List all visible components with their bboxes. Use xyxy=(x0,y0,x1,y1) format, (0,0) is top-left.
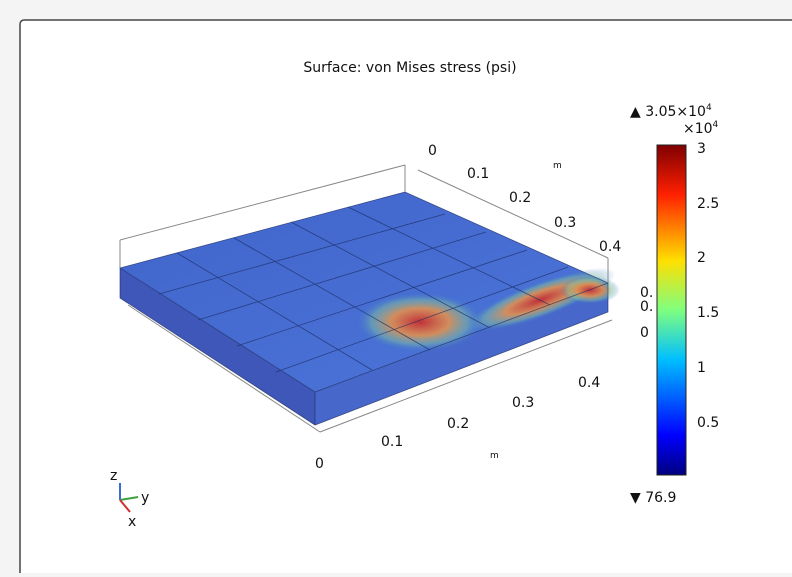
front-axis-tick: 0.4 xyxy=(578,375,600,391)
back-axis-tick: 0.4 xyxy=(599,239,621,255)
z-axis-tick: 0. xyxy=(640,299,653,315)
front-axis-tick: 0.1 xyxy=(381,434,403,450)
colorbar-tick: 1 xyxy=(697,360,706,376)
colorbar-max: ▲ 3.05×104 xyxy=(630,103,712,120)
triad-x: x xyxy=(128,514,136,530)
colorbar-multiplier: ×104 xyxy=(683,120,719,137)
plate xyxy=(119,164,620,433)
plot-title: Surface: von Mises stress (psi) xyxy=(303,60,516,76)
triad-z: z xyxy=(110,468,117,484)
z-axis-tick: 0 xyxy=(640,325,649,341)
triad-y: y xyxy=(141,490,149,506)
front-axis-unit: m xyxy=(490,451,499,461)
colorbar-tick: 3 xyxy=(697,141,706,157)
colorbar xyxy=(656,144,687,476)
back-axis-tick: 0.1 xyxy=(467,166,489,182)
back-axis-unit: m xyxy=(553,161,562,171)
front-axis-tick: 0.2 xyxy=(447,416,469,432)
triad: z y x xyxy=(110,468,149,530)
colorbar-min: ▼ 76.9 xyxy=(630,490,676,506)
front-axis-tick: 0 xyxy=(315,456,324,472)
colorbar-tick: 2 xyxy=(697,250,706,266)
colorbar-tick: 1.5 xyxy=(697,305,719,321)
z-axis-tick: 0. xyxy=(640,285,653,301)
colorbar-tick: 2.5 xyxy=(697,196,719,212)
back-axis-tick: 0.3 xyxy=(554,215,576,231)
back-axis-tick: 0.2 xyxy=(509,190,531,206)
colorbar-tick: 0.5 xyxy=(697,415,719,431)
front-axis-tick: 0.3 xyxy=(512,395,534,411)
back-axis-tick: 0 xyxy=(428,143,437,159)
